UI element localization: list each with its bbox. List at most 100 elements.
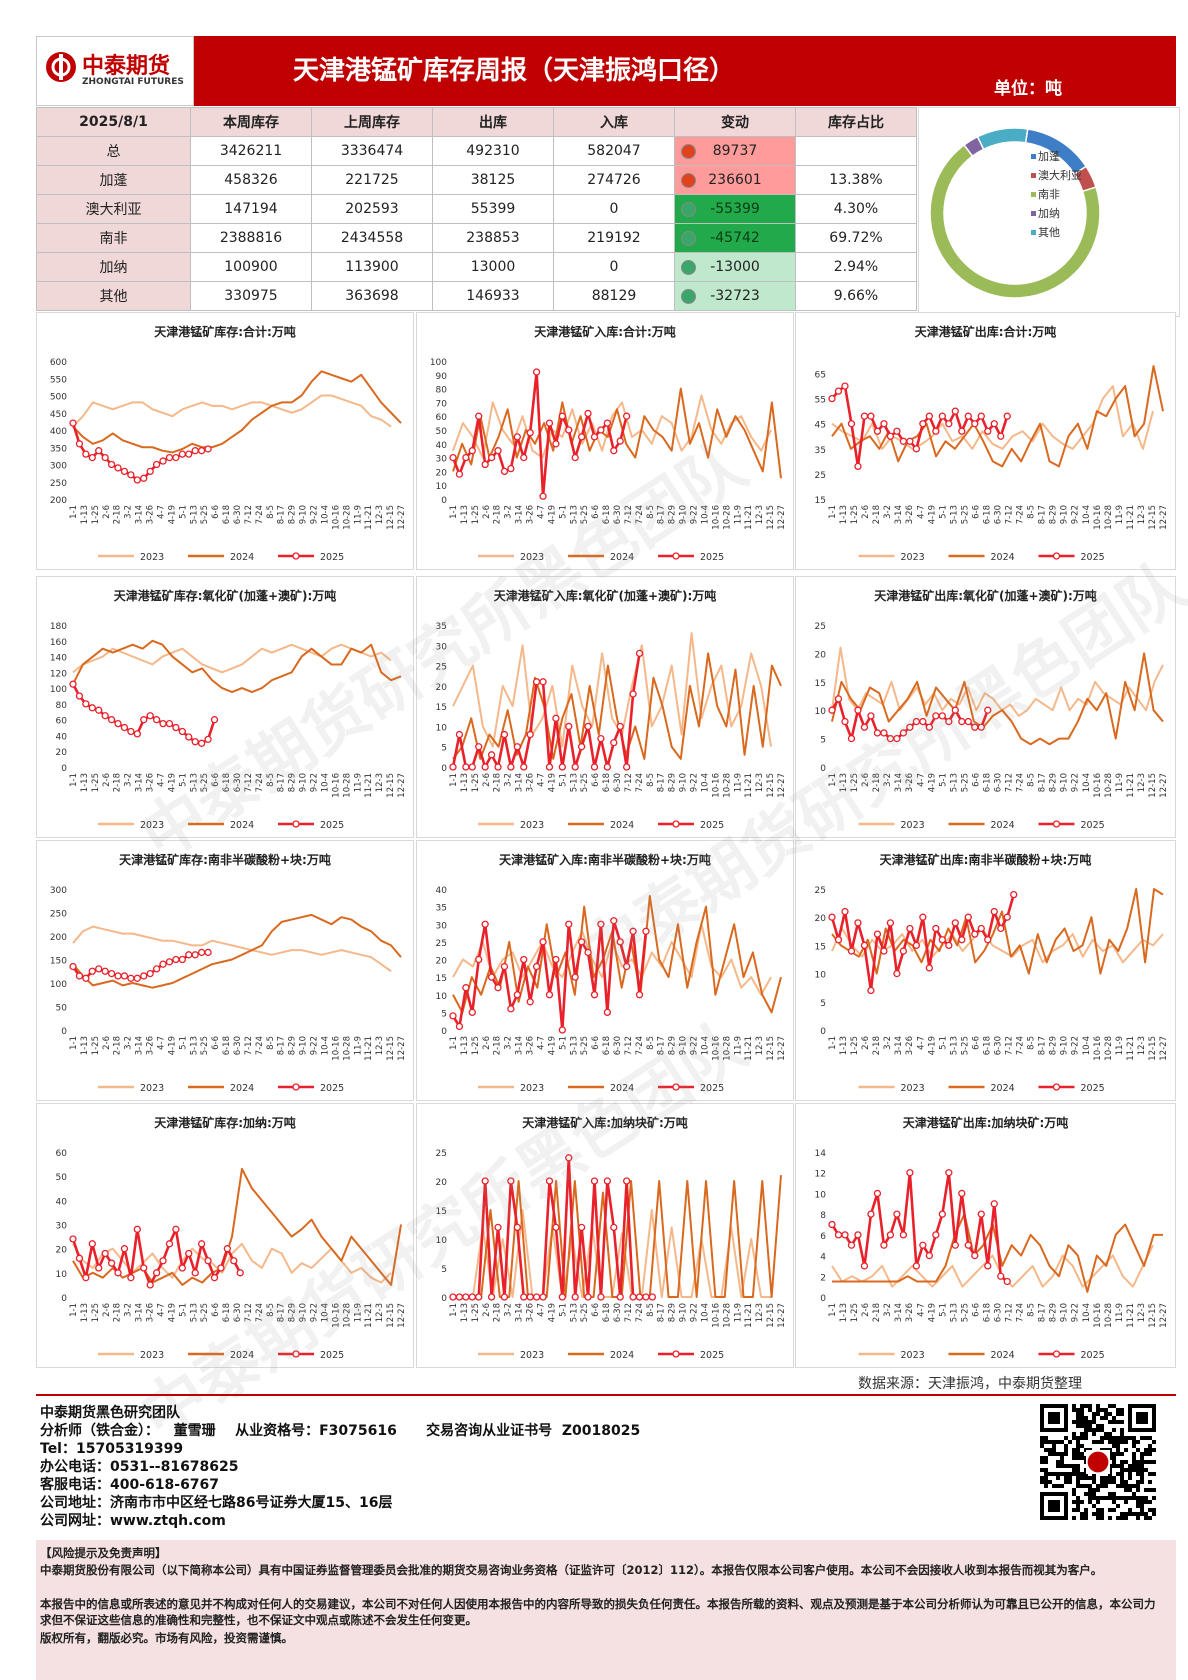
x-tick-label: 12-27	[777, 1036, 787, 1061]
data-point	[938, 712, 946, 720]
x-tick-label: 4-19	[927, 773, 937, 792]
y-tick-label: 140	[50, 654, 67, 664]
y-tick-label: 25	[436, 1149, 447, 1159]
x-tick-label: 12-3	[375, 505, 385, 524]
data-point	[101, 453, 109, 462]
footer-address: 公司地址：济南市市中区经七路86号证券大厦15、16层	[40, 1495, 393, 1511]
data-point	[165, 453, 174, 462]
x-tick-label: 12-27	[777, 773, 787, 798]
data-point	[449, 1012, 457, 1020]
legend-label: 2024	[230, 552, 254, 563]
data-point	[82, 450, 90, 458]
data-point	[526, 429, 534, 437]
data-point	[951, 1241, 959, 1249]
data-point	[133, 730, 141, 738]
data-point	[906, 437, 914, 445]
series-line-2024	[72, 913, 402, 989]
data-point	[635, 649, 644, 658]
data-point	[1003, 1277, 1011, 1286]
x-tick-label: 12-3	[375, 1036, 385, 1055]
x-tick-label: 9-22	[310, 1036, 320, 1055]
chart-title: 天津港锰矿入库:加纳块矿:万吨	[522, 1116, 688, 1130]
data-point	[159, 457, 167, 465]
data-point	[107, 716, 116, 724]
data-point	[95, 447, 103, 455]
data-point	[873, 930, 882, 938]
legend-label: 其他	[1038, 226, 1060, 239]
legend-label: 2025	[320, 820, 344, 831]
data-point	[828, 394, 836, 403]
series-line-2024	[72, 639, 402, 694]
y-tick-label: 10	[815, 971, 827, 981]
cell-prev: 221725	[311, 165, 433, 195]
x-tick-label: 8-17	[657, 1303, 667, 1322]
data-point	[610, 447, 618, 455]
data-point	[873, 729, 882, 737]
x-tick-label: 6-30	[233, 1303, 243, 1322]
x-tick-label: 4-19	[927, 505, 937, 524]
x-tick-label: 3-2	[883, 773, 893, 787]
legend-label: 2025	[700, 1350, 724, 1361]
data-point	[867, 412, 875, 420]
x-tick-label: 4-7	[536, 1303, 546, 1317]
data-point	[120, 1245, 129, 1253]
x-tick-label: 7-12	[624, 505, 634, 524]
x-tick-label: 9-22	[310, 1303, 320, 1322]
header-date: 2025/8/1	[36, 107, 191, 137]
x-tick-label: 12-3	[375, 1303, 385, 1322]
y-tick-label: 15	[815, 942, 826, 952]
y-tick-label: 5	[820, 736, 826, 746]
x-tick-label: 8-5	[646, 773, 656, 787]
x-tick-label: 3-26	[526, 773, 536, 792]
data-point	[133, 974, 141, 982]
data-point	[75, 440, 84, 448]
x-tick-label: 1-25	[91, 1036, 101, 1055]
x-tick-label: 1-13	[839, 1036, 849, 1055]
data-point	[648, 1293, 657, 1301]
x-tick-label: 11-9	[733, 1036, 743, 1055]
x-tick-label: 1-1	[828, 1303, 838, 1317]
data-point	[867, 1210, 875, 1218]
x-tick-label: 3-26	[905, 1303, 915, 1322]
footer-website[interactable]: 公司网址：www.ztqh.com	[40, 1513, 226, 1529]
line-chart-panel: 天津港锰矿出库:加纳块矿:万吨 0 2 4 6 8 10 12 14 1-1 1-13 1-25 2-6…	[795, 1103, 1176, 1368]
x-tick-label: 7-24	[255, 505, 265, 524]
x-tick-label: 4-19	[547, 1303, 557, 1322]
data-point	[185, 733, 193, 741]
legend-marker	[292, 552, 300, 560]
logo-text-cn: 中泰期货	[82, 54, 171, 79]
x-tick-label: 3-2	[883, 1036, 893, 1050]
data-point	[841, 717, 849, 726]
cell-chg: -45742	[674, 223, 796, 253]
x-tick-label: 12-27	[397, 1303, 407, 1328]
x-tick-label: 8-17	[277, 773, 287, 792]
x-tick-label: 10-4	[1082, 1036, 1092, 1055]
data-point	[165, 958, 174, 966]
cell-out: 13000	[432, 252, 554, 282]
line-chart-panel: 天津港锰矿入库:加纳块矿:万吨 0 5 10 15 20 25 1-1 1-13 1-25 2-6 2…	[416, 1103, 794, 1368]
data-point	[552, 955, 560, 964]
data-point	[565, 1154, 573, 1162]
data-point	[185, 1249, 193, 1258]
data-point	[204, 948, 212, 957]
data-point	[468, 447, 476, 455]
x-tick-label: 10-16	[711, 505, 721, 530]
x-tick-label: 2-6	[102, 773, 112, 787]
data-point	[494, 984, 502, 992]
x-tick-label: 6-30	[233, 505, 243, 524]
data-point	[629, 690, 637, 698]
x-tick-label: 1-1	[449, 773, 459, 787]
x-tick-label: 11-9	[353, 505, 363, 524]
x-tick-label: 6-18	[602, 505, 612, 524]
data-point	[958, 1189, 966, 1198]
data-point	[642, 927, 650, 935]
data-point	[603, 419, 612, 427]
x-tick-label: 8-5	[266, 1036, 276, 1050]
data-point	[597, 920, 605, 928]
line-chart-panel: 天津港锰矿出库:南非半碳酸粉+块:万吨 0 5 10 15 20 25 1-1 1-13 1-25…	[795, 840, 1176, 1101]
data-point	[847, 420, 856, 428]
x-tick-label: 2-6	[861, 1036, 871, 1050]
data-point	[919, 717, 927, 726]
cell-cur: 458326	[190, 165, 312, 195]
data-point	[140, 1264, 148, 1272]
